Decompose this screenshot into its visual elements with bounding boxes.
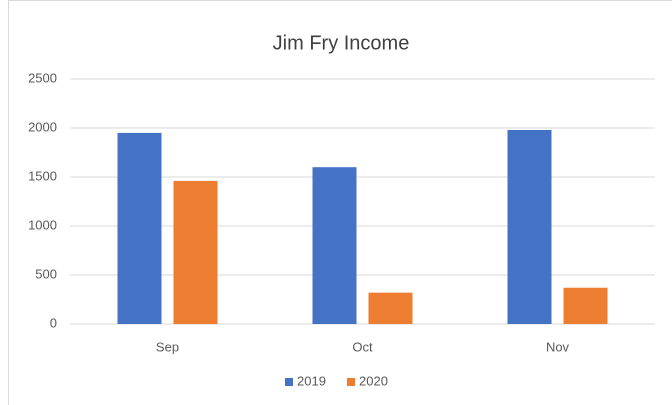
bar [117,132,162,324]
x-tick-label: Oct [352,339,373,354]
x-tick-label: Sep [156,339,179,354]
chart-title: Jim Fry Income [273,32,410,54]
bar [563,287,608,324]
y-tick-label: 0 [50,315,57,330]
bar [507,129,552,324]
legend-label: 2019 [297,373,326,388]
legend-swatch [285,378,293,386]
bar [173,180,218,324]
bar [312,167,357,324]
x-tick-label: Nov [546,339,570,354]
y-tick-label: 2000 [28,119,57,134]
y-tick-label: 500 [35,266,57,281]
bar [368,292,413,324]
y-tick-label: 1500 [28,168,57,183]
y-tick-label: 2500 [28,70,57,85]
legend-swatch [347,378,355,386]
legend-label: 2020 [359,373,388,388]
y-tick-label: 1000 [28,217,57,232]
